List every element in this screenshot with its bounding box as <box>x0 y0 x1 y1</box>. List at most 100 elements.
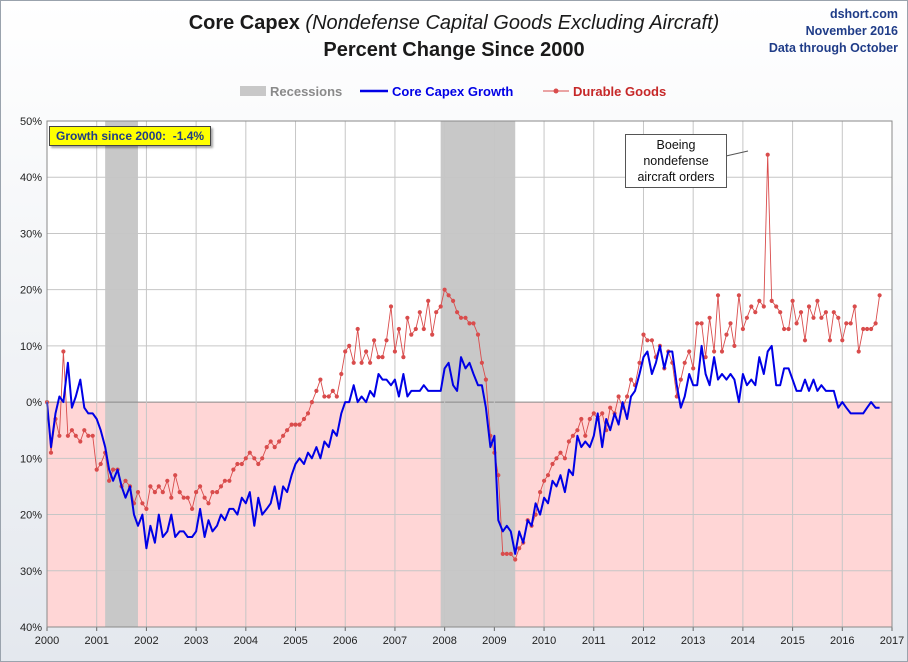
source-line3: Data through October <box>768 41 898 55</box>
durable-goods-point <box>538 490 543 495</box>
durable-goods-point <box>736 293 742 298</box>
durable-goods-point <box>231 467 236 472</box>
durable-goods-point <box>107 478 112 483</box>
durable-goods-point <box>802 338 808 343</box>
durable-goods-point <box>782 326 787 332</box>
durable-goods-point <box>649 338 655 343</box>
durable-goods-point <box>247 450 252 455</box>
durable-goods-point <box>368 360 373 365</box>
y-tick-label: 50% <box>20 116 42 128</box>
durable-goods-point <box>840 338 845 343</box>
durable-goods-point <box>550 461 555 467</box>
durable-goods-point <box>388 304 394 309</box>
y-tick-label: 30% <box>20 228 42 240</box>
durable-goods-point <box>90 433 95 438</box>
durable-goods-point <box>322 394 327 399</box>
durable-goods-point <box>458 315 464 320</box>
x-tick-label: 2011 <box>582 635 606 647</box>
durable-goods-point <box>372 338 377 343</box>
durable-goods-point <box>384 338 389 343</box>
durable-goods-point <box>165 478 170 483</box>
durable-goods-point <box>712 349 717 354</box>
durable-goods-point <box>703 355 708 360</box>
durable-goods-point <box>715 293 721 298</box>
durable-goods-point <box>156 484 161 489</box>
legend-recessions-label: Recessions <box>270 84 342 99</box>
x-tick-label: 2009 <box>482 635 506 647</box>
durable-goods-point <box>380 355 385 360</box>
durable-goods-point <box>438 304 443 309</box>
durable-goods-point <box>861 326 866 332</box>
durable-goods-point <box>554 456 559 461</box>
durable-goods-point <box>218 484 224 489</box>
durable-goods-point <box>94 467 99 472</box>
durable-goods-point <box>305 411 311 416</box>
durable-goods-point <box>790 298 795 303</box>
x-tick-label: 2015 <box>780 635 804 647</box>
x-tick-label: 2002 <box>134 635 158 647</box>
durable-goods-point <box>268 439 273 444</box>
durable-goods-point <box>190 506 195 511</box>
durable-goods-point <box>330 388 335 393</box>
growth-note: Growth since 2000: -1.4% <box>49 126 212 146</box>
legend-core-label: Core Capex Growth <box>392 84 513 99</box>
durable-goods-point <box>364 349 369 354</box>
durable-goods-point <box>500 551 505 557</box>
durable-goods-point <box>831 310 836 315</box>
durable-goods-point <box>421 326 426 332</box>
callout-line2: nondefense <box>643 154 709 168</box>
durable-goods-point <box>169 495 174 500</box>
durable-goods-point <box>140 501 145 506</box>
durable-goods-point <box>426 298 431 303</box>
durable-goods-point <box>339 371 344 377</box>
durable-goods-point <box>852 304 857 309</box>
x-tick-label: 2000 <box>35 635 59 647</box>
durable-goods-point <box>413 326 418 332</box>
core-capex-line <box>46 344 880 555</box>
durable-goods-point <box>272 445 277 450</box>
title-paren: (Nondefense Capital Goods Excluding Airc… <box>305 12 720 34</box>
source-line2: November 2016 <box>805 24 898 38</box>
durable-goods-point <box>148 484 153 489</box>
durable-goods-point <box>740 326 746 332</box>
durable-goods-point <box>798 310 804 315</box>
durable-goods-point <box>309 400 314 405</box>
durable-goods-point <box>434 310 439 315</box>
legend-recessions-swatch <box>240 86 266 96</box>
durable-goods-point <box>778 310 783 315</box>
legend: Recessions Core Capex Growth Durable Goo… <box>240 84 666 99</box>
durable-goods-point <box>98 461 103 467</box>
y-tick-label: 40% <box>20 172 42 184</box>
durable-goods-point <box>695 321 700 326</box>
durable-goods-point <box>347 343 352 348</box>
durable-goods-point <box>301 416 307 422</box>
durable-goods-point <box>483 377 488 382</box>
callout-line3: aircraft orders <box>637 170 715 184</box>
durable-goods-point <box>123 478 128 483</box>
durable-goods-point <box>724 332 729 337</box>
source-block: dshort.com November 2016 Data through Oc… <box>769 6 898 57</box>
durable-goods-point <box>562 456 568 461</box>
durable-goods-point <box>467 321 472 326</box>
durable-goods-point <box>815 298 820 303</box>
durable-goods-point <box>719 349 725 354</box>
durable-goods-point <box>57 433 62 438</box>
durable-goods-point <box>343 349 348 354</box>
legend-durable-label: Durable Goods <box>573 84 666 99</box>
durable-goods-point <box>757 298 762 303</box>
growth-note-value: -1.4% <box>172 129 205 143</box>
y-tick-label: 40% <box>20 622 42 634</box>
durable-goods-point <box>508 551 513 557</box>
durable-goods-point <box>587 416 592 422</box>
durable-goods-point <box>558 450 563 455</box>
durable-goods-point <box>214 490 220 495</box>
durable-goods-point <box>135 490 141 495</box>
durable-goods-point <box>628 377 634 382</box>
durable-goods-point <box>61 349 66 354</box>
legend-durable-marker <box>553 88 559 94</box>
title-line2: Percent Change Since 2000 <box>323 39 585 61</box>
durable-goods-point <box>479 360 484 365</box>
durable-goods-point <box>645 338 650 343</box>
durable-goods-point <box>566 439 572 444</box>
